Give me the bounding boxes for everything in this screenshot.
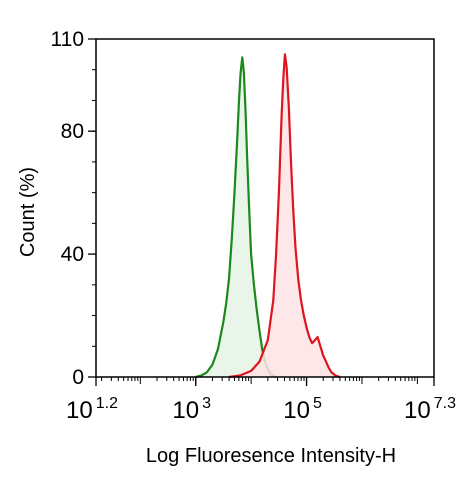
y-tick-label: 80 xyxy=(61,120,84,143)
y-axis-label: Count (%) xyxy=(17,167,39,257)
tick-layer: 0 40 80 110 10 1.2 10 3 10 5 10 7.3 xyxy=(51,28,457,424)
series-1-area xyxy=(195,57,277,378)
x-tick-label: 10 1.2 xyxy=(66,395,118,424)
y-tick-label: 40 xyxy=(61,243,84,266)
series-layer xyxy=(195,53,341,379)
series-1-line xyxy=(195,56,277,379)
x-axis-label: Log Fluoresence Intensity-H xyxy=(146,445,396,467)
x-tick-label: 10 3 xyxy=(172,395,211,424)
y-tick-label: 0 xyxy=(72,366,84,389)
x-tick-label: 10 5 xyxy=(283,395,322,424)
plot-frame xyxy=(95,38,435,378)
y-tick-label: 110 xyxy=(51,28,84,51)
x-tick-label: 10 7.3 xyxy=(404,395,456,424)
series-2-area xyxy=(229,54,340,378)
series-2-line xyxy=(228,53,341,379)
